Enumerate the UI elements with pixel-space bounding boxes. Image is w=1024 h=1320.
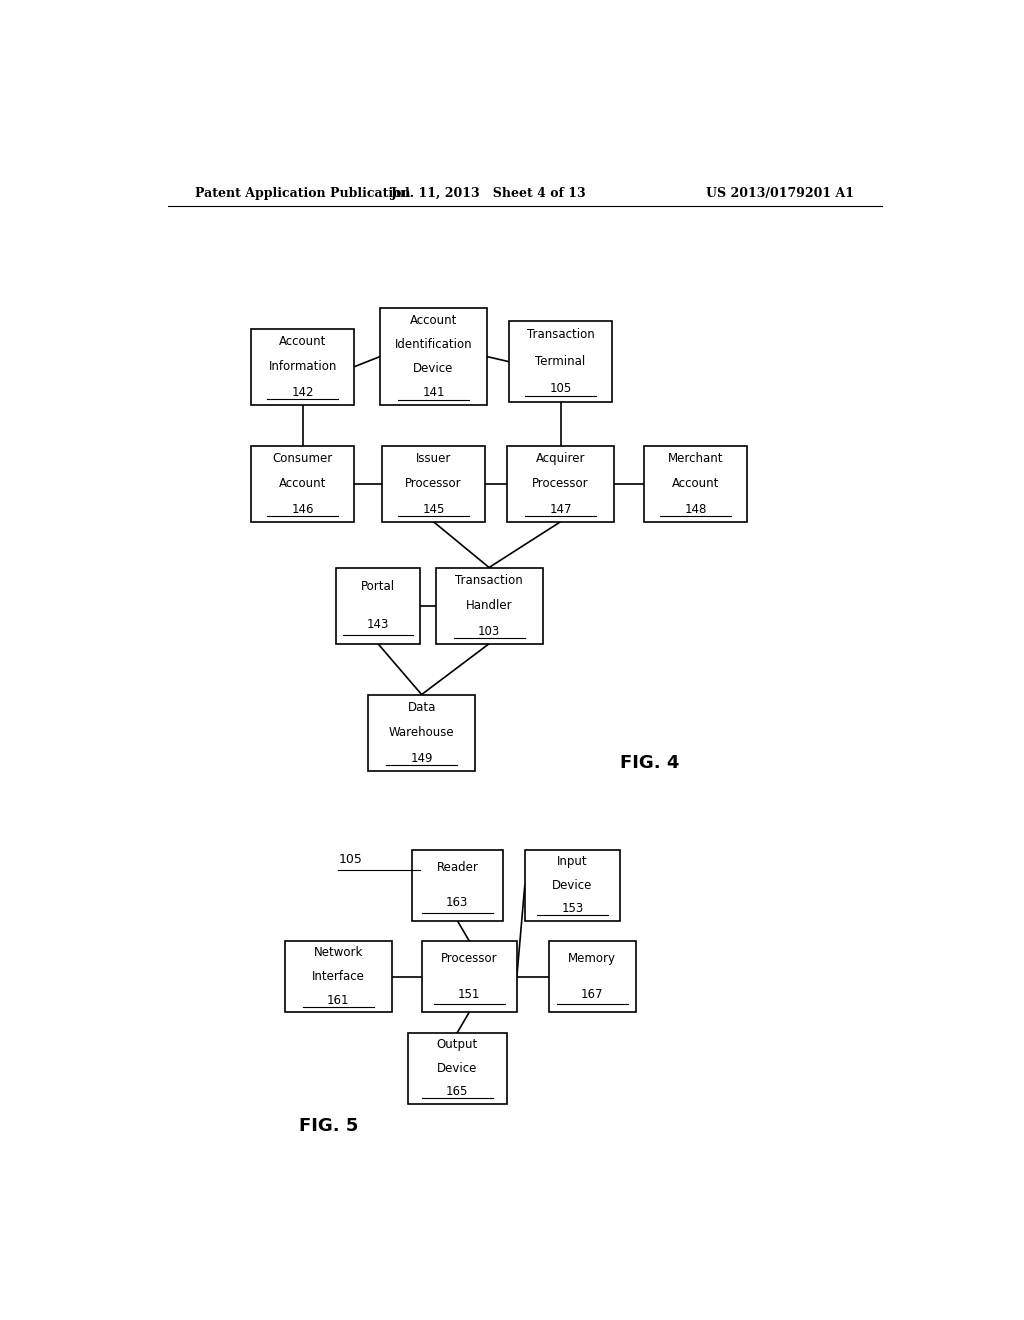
Bar [336, 568, 420, 644]
Text: Information: Information [268, 360, 337, 374]
Text: 103: 103 [478, 624, 500, 638]
Text: Reader: Reader [436, 861, 478, 874]
Text: Warehouse: Warehouse [389, 726, 455, 739]
Text: Patent Application Publication: Patent Application Publication [196, 187, 411, 201]
Text: Device: Device [552, 879, 593, 891]
Text: 163: 163 [446, 896, 469, 909]
Bar [251, 446, 354, 521]
Text: Data: Data [408, 701, 436, 714]
Text: Network: Network [313, 946, 362, 960]
Text: Processor: Processor [406, 477, 462, 490]
Text: Processor: Processor [441, 952, 498, 965]
Text: Transaction: Transaction [456, 574, 523, 586]
Text: 141: 141 [422, 387, 444, 400]
Text: 153: 153 [561, 903, 584, 915]
Text: Issuer: Issuer [416, 451, 452, 465]
Text: US 2013/0179201 A1: US 2013/0179201 A1 [707, 187, 854, 201]
Bar [408, 1032, 507, 1104]
Bar [549, 941, 636, 1012]
Bar [509, 321, 612, 403]
Text: Account: Account [410, 314, 458, 327]
Text: Transaction: Transaction [526, 329, 594, 341]
Text: Portal: Portal [360, 579, 395, 593]
Text: Merchant: Merchant [668, 451, 723, 465]
Text: Handler: Handler [466, 599, 512, 612]
Text: Input: Input [557, 855, 588, 869]
Text: Interface: Interface [312, 970, 365, 983]
Text: 145: 145 [422, 503, 444, 516]
Text: 149: 149 [411, 751, 433, 764]
Text: 148: 148 [684, 503, 707, 516]
Text: 105: 105 [338, 853, 362, 866]
Bar [507, 446, 614, 521]
Bar [380, 309, 487, 405]
Text: Consumer: Consumer [272, 451, 333, 465]
Bar [435, 568, 543, 644]
Bar [251, 329, 354, 405]
Text: Acquirer: Acquirer [536, 451, 586, 465]
Bar [285, 941, 392, 1012]
Text: 146: 146 [292, 503, 313, 516]
Text: Jul. 11, 2013   Sheet 4 of 13: Jul. 11, 2013 Sheet 4 of 13 [391, 187, 587, 201]
Text: Account: Account [672, 477, 719, 490]
Bar [382, 446, 485, 521]
Text: Memory: Memory [568, 952, 616, 965]
Bar [422, 941, 517, 1012]
Text: Terminal: Terminal [536, 355, 586, 368]
Text: 105: 105 [550, 383, 571, 395]
Text: Device: Device [414, 362, 454, 375]
Text: 143: 143 [367, 618, 389, 631]
Bar [524, 850, 620, 921]
Text: 167: 167 [581, 987, 603, 1001]
Text: 151: 151 [458, 987, 480, 1001]
Text: Device: Device [437, 1061, 477, 1074]
Text: 147: 147 [549, 503, 571, 516]
Text: 142: 142 [292, 385, 313, 399]
Text: Identification: Identification [394, 338, 472, 351]
Bar [644, 446, 746, 521]
Text: Account: Account [279, 477, 327, 490]
Bar [368, 694, 475, 771]
Text: Account: Account [279, 335, 327, 348]
Text: Processor: Processor [532, 477, 589, 490]
Text: 161: 161 [327, 994, 349, 1007]
Text: FIG. 5: FIG. 5 [299, 1117, 358, 1135]
Text: 165: 165 [446, 1085, 469, 1098]
Text: FIG. 4: FIG. 4 [620, 754, 679, 772]
Text: Output: Output [436, 1038, 478, 1051]
Bar [412, 850, 503, 921]
